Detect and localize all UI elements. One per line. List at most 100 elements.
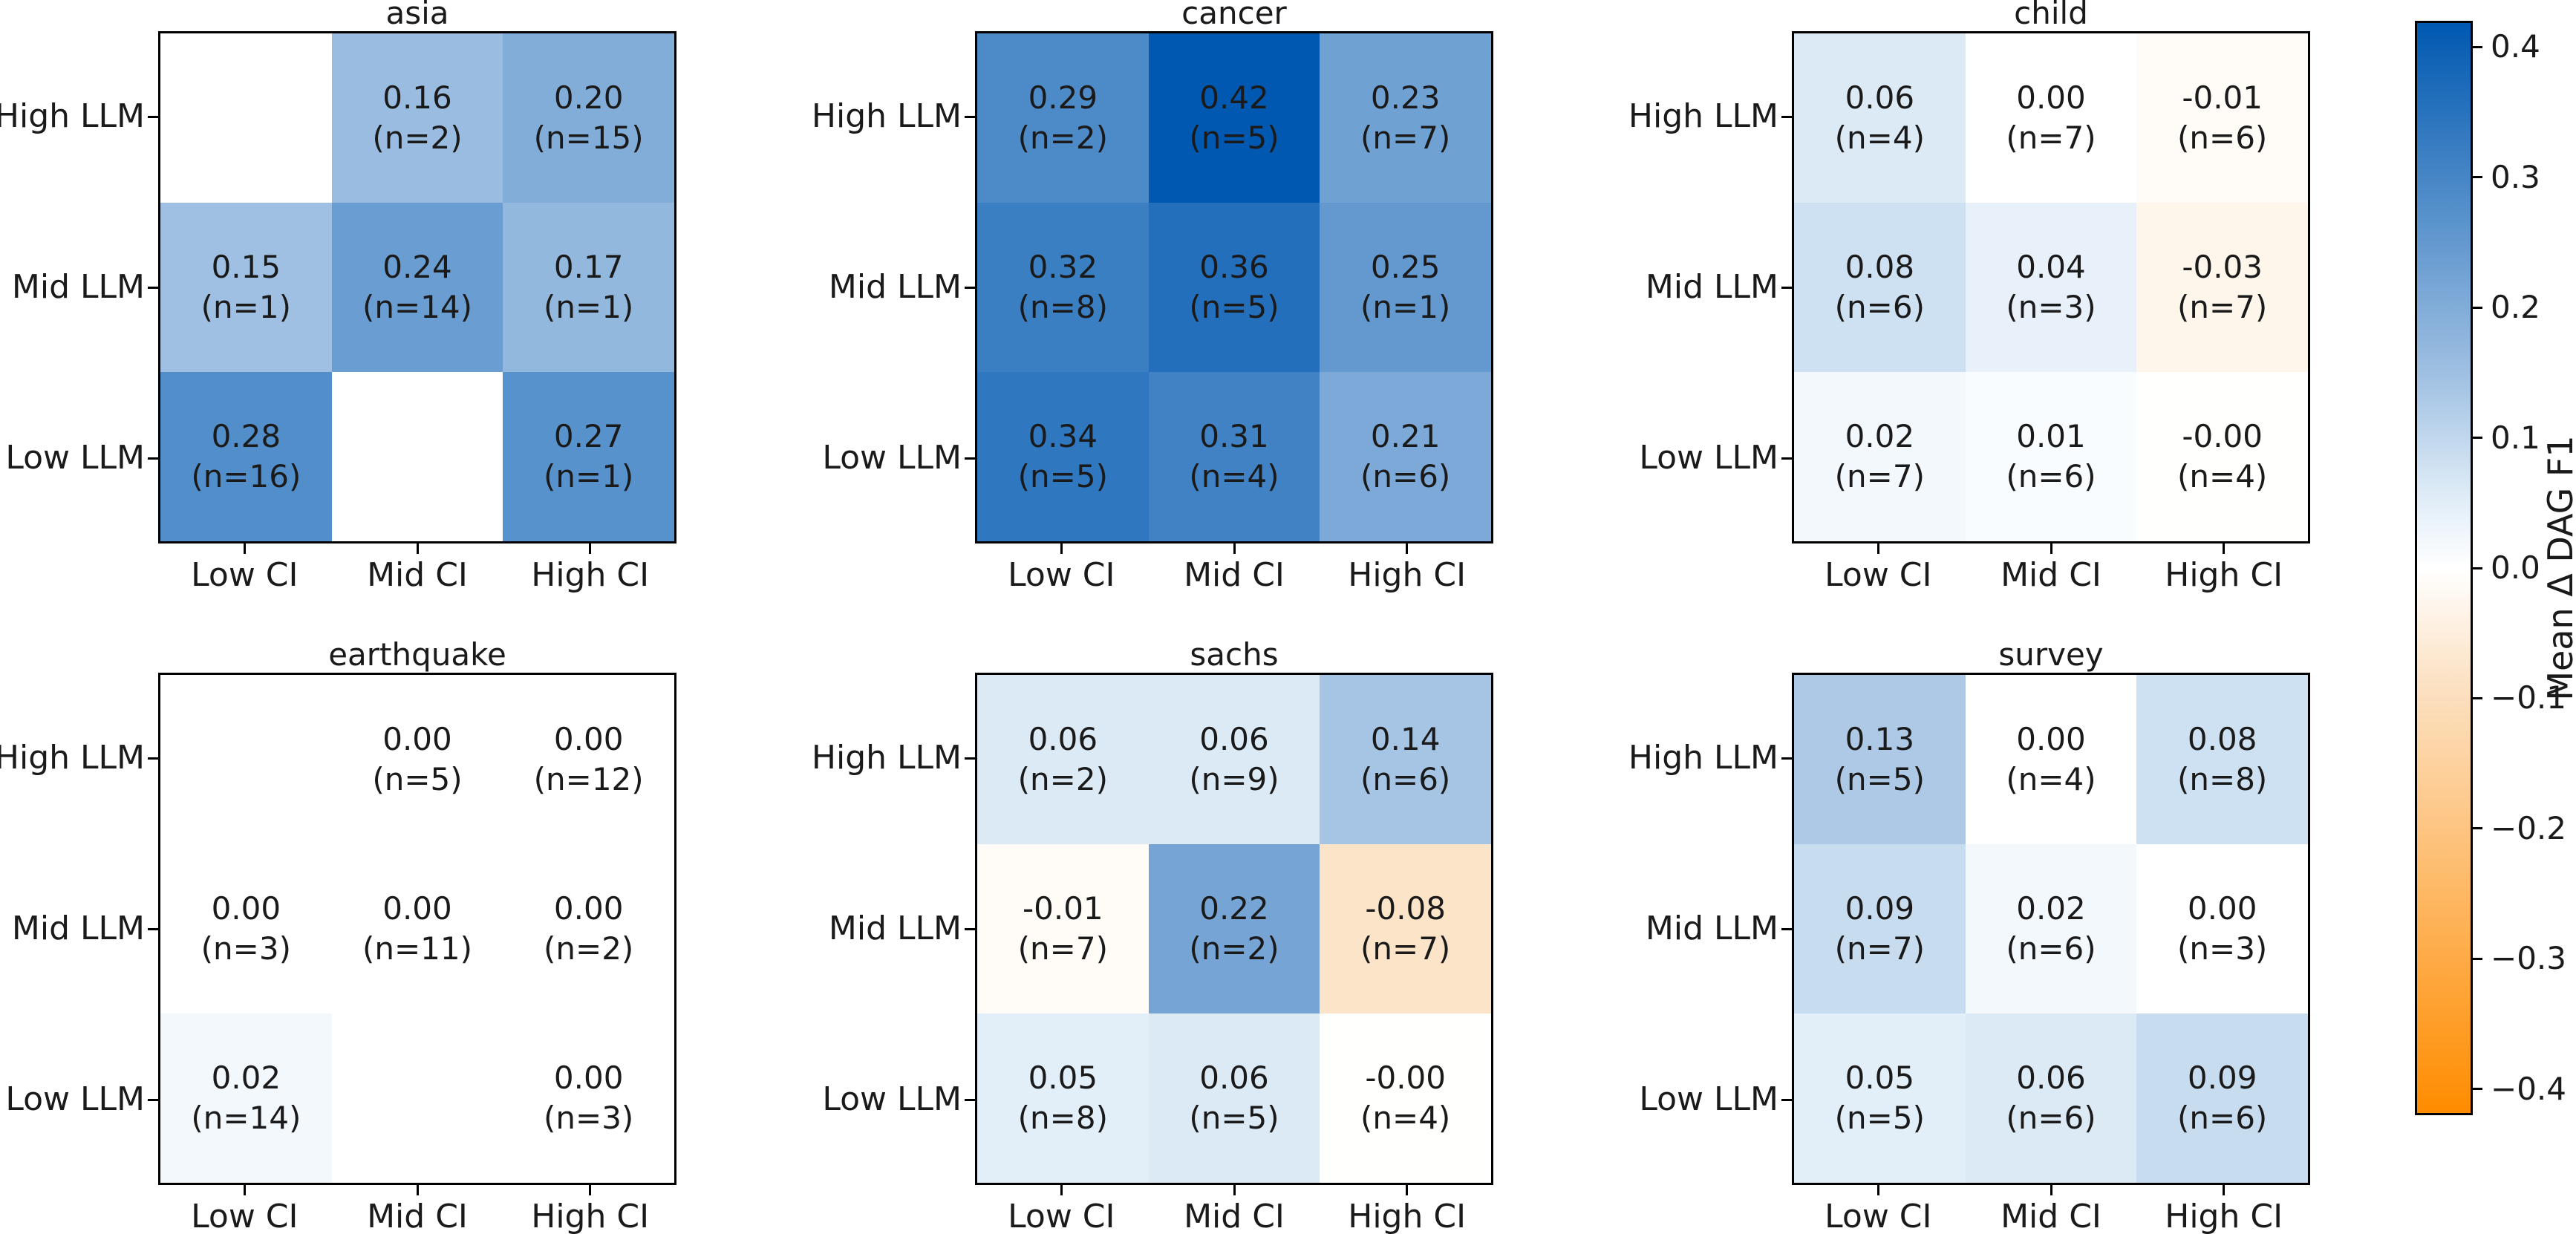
heatmap-cell: 0.42 (n=5)	[1148, 33, 1320, 203]
heatmap-cell: 0.31 (n=4)	[1148, 372, 1320, 541]
heatmap-cell: 0.34 (n=5)	[977, 372, 1149, 541]
cell-count: (n=2)	[1189, 930, 1279, 967]
colorbar-tick-mark	[2473, 957, 2482, 960]
heatmap-cell: 0.08 (n=8)	[2136, 675, 2308, 844]
cell-count: (n=6)	[2177, 1100, 2268, 1136]
cell-value: 0.09	[2187, 1060, 2257, 1096]
y-tick-mark	[148, 1098, 158, 1101]
cell-count: (n=5)	[1189, 289, 1279, 325]
heatmap-cell: 0.00 (n=5)	[331, 675, 503, 844]
cell-count: (n=7)	[2006, 120, 2096, 156]
y-tick-mark	[965, 927, 975, 930]
col-label: Mid CI	[367, 1198, 468, 1234]
y-tick-mark	[965, 1098, 975, 1101]
cell-count: (n=3)	[544, 1100, 634, 1136]
row-label: High LLM	[0, 739, 145, 777]
cell-value: 0.32	[1028, 249, 1098, 285]
cell-value: 0.05	[1845, 1060, 1915, 1096]
cell-value: 0.13	[1845, 721, 1915, 757]
heatmap-cell: 0.17 (n=1)	[503, 203, 674, 372]
cell-value: 0.15	[211, 249, 281, 285]
heatmap-cell: 0.29 (n=2)	[977, 33, 1149, 203]
cell-count: (n=7)	[1017, 930, 1108, 967]
col-label: Low CI	[1825, 1198, 1932, 1234]
heatmap-cell: 0.00 (n=3)	[160, 844, 332, 1013]
col-label: High CI	[531, 556, 650, 594]
cell-value: 0.27	[553, 418, 624, 454]
cell-value: 0.02	[1845, 418, 1915, 454]
col-label: Mid CI	[1184, 556, 1285, 594]
cell-count: (n=6)	[1360, 761, 1451, 797]
cell-value: 0.01	[2016, 418, 2086, 454]
x-tick-mark	[1406, 1185, 1409, 1195]
cell-count: (n=8)	[1017, 289, 1108, 325]
cell-count: (n=1)	[544, 289, 634, 325]
col-label: High CI	[1348, 556, 1467, 594]
cell-count: (n=14)	[362, 289, 472, 325]
cell-value: 0.23	[1370, 79, 1441, 116]
x-tick-mark	[1406, 543, 1409, 554]
cell-value: -0.00	[2182, 418, 2263, 454]
cell-value: 0.00	[2016, 721, 2086, 757]
heatmap-cell: -0.00 (n=4)	[1320, 1013, 1491, 1183]
heatmap-cell: 0.02 (n=7)	[1794, 372, 1966, 541]
cell-count: (n=12)	[533, 761, 644, 797]
heatmap-cell: 0.01 (n=6)	[1965, 372, 2137, 541]
heatmap-cell	[160, 33, 332, 203]
heatmap-cell: 0.00 (n=7)	[1965, 33, 2137, 203]
cell-value: 0.02	[211, 1060, 281, 1096]
cell-count: (n=4)	[1360, 1100, 1451, 1136]
heatmap-cell: 0.21 (n=6)	[1320, 372, 1491, 541]
colorbar-tick-label: 0.3	[2491, 158, 2540, 195]
colorbar-axis-label: Mean Δ DAG F1	[2540, 435, 2576, 701]
heatmap-cell: 0.00 (n=11)	[331, 844, 503, 1013]
heatmap-cell: 0.27 (n=1)	[503, 372, 674, 541]
heatmap-cell: 0.09 (n=6)	[2136, 1013, 2308, 1183]
col-label: Mid CI	[367, 556, 468, 594]
y-tick-mark	[148, 115, 158, 118]
cell-count: (n=8)	[1017, 1100, 1108, 1136]
colorbar-tick-mark	[2473, 45, 2482, 48]
heatmap-panel-sachs: 0.06 (n=2) 0.06 (n=9) 0.14 (n=6) -0.01 (n=7) 0.2…	[975, 673, 1493, 1185]
col-label: Mid CI	[2001, 1198, 2101, 1234]
cell-value: -0.01	[1022, 890, 1103, 927]
heatmap-cell: 0.00 (n=3)	[503, 1013, 674, 1183]
row-label: Mid LLM	[11, 268, 145, 306]
y-tick-mark	[965, 286, 975, 289]
heatmap-cell: 0.20 (n=15)	[503, 33, 674, 203]
y-tick-mark	[148, 457, 158, 460]
heatmap-panel-survey: 0.13 (n=5) 0.00 (n=4) 0.08 (n=8) 0.09 (n=7) 0.02…	[1792, 673, 2310, 1185]
cell-count: (n=7)	[2177, 289, 2268, 325]
heatmap-cell: 0.32 (n=8)	[977, 203, 1149, 372]
row-label: Low LLM	[5, 439, 145, 477]
y-tick-mark	[148, 757, 158, 760]
col-label: High CI	[2165, 1198, 2283, 1234]
cell-value: 0.00	[382, 721, 452, 757]
x-tick-mark	[1233, 543, 1236, 554]
heatmap-cell: 0.09 (n=7)	[1794, 844, 1966, 1013]
cell-value: 0.36	[1199, 249, 1269, 285]
panel-title: sachs	[1190, 636, 1279, 673]
col-label: High CI	[531, 1198, 650, 1234]
cell-value: 0.17	[553, 249, 624, 285]
cell-value: 0.25	[1370, 249, 1441, 285]
row-label: High LLM	[1628, 739, 1778, 777]
col-label: High CI	[1348, 1198, 1467, 1234]
x-tick-mark	[589, 543, 592, 554]
cell-count: (n=9)	[1189, 761, 1279, 797]
cell-count: (n=6)	[2006, 458, 2096, 494]
heatmap-cell: 0.06 (n=6)	[1965, 1013, 2137, 1183]
col-label: High CI	[2165, 556, 2283, 594]
cell-count: (n=5)	[372, 761, 463, 797]
x-tick-mark	[1060, 543, 1063, 554]
cell-count: (n=3)	[2177, 930, 2268, 967]
heatmap-cell	[331, 372, 503, 541]
colorbar-tick-label: 0.2	[2491, 289, 2540, 326]
cell-count: (n=15)	[533, 120, 644, 156]
cell-value: 0.24	[382, 249, 452, 285]
col-label: Low CI	[191, 1198, 299, 1234]
cell-value: 0.22	[1199, 890, 1269, 927]
heatmap-cell: -0.03 (n=7)	[2136, 203, 2308, 372]
cell-value: 0.06	[1845, 79, 1915, 116]
